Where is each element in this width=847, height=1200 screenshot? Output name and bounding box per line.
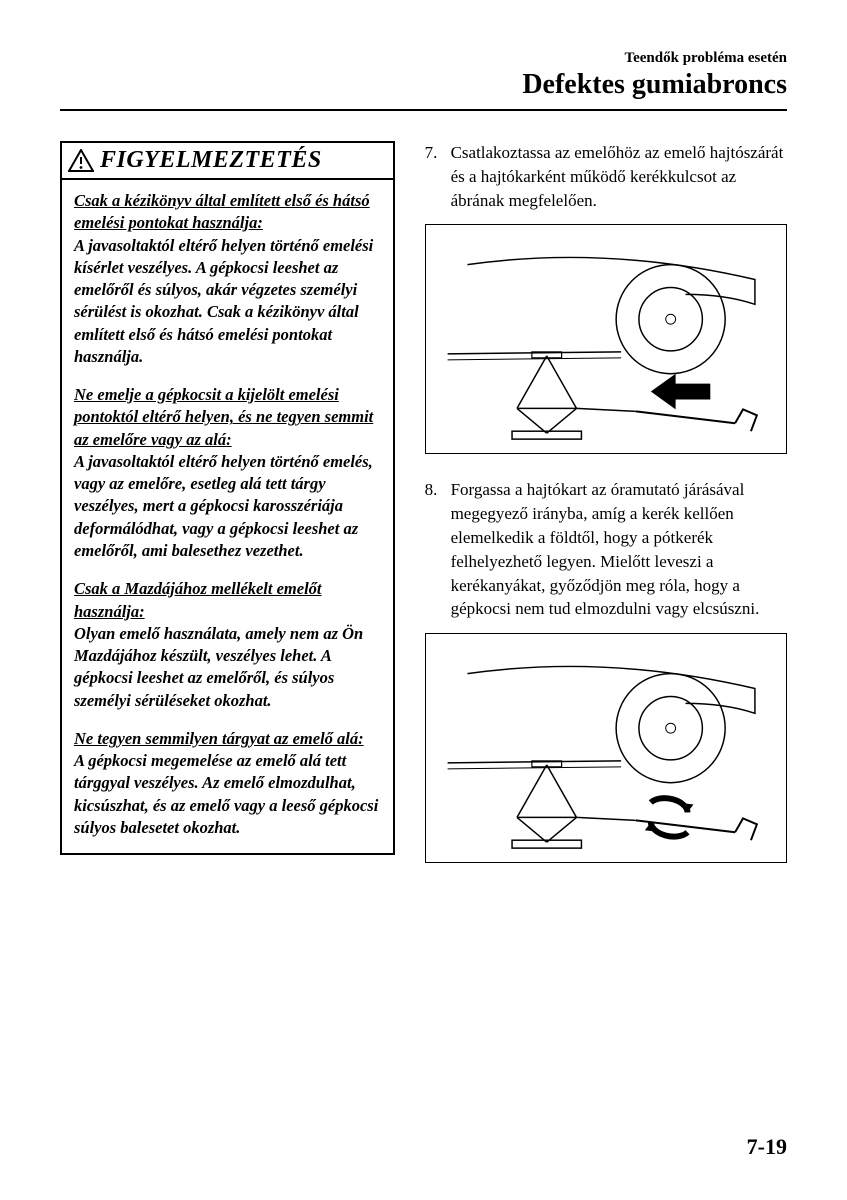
page-title: Defektes gumiabroncs — [60, 69, 787, 101]
warning-text: A javasoltaktól eltérő helyen történő em… — [74, 451, 381, 562]
step-8: 8. Forgassa a hajtókart az óramutató jár… — [425, 478, 787, 621]
figure-jack-insert — [425, 224, 787, 454]
page-header: Teendők probléma esetén Defektes gumiabr… — [60, 50, 787, 101]
warning-section: Csak a kézikönyv által említett első és … — [74, 190, 381, 368]
figure-jack-rotate — [425, 633, 787, 863]
warning-title-bar: FIGYELMEZTETÉS — [62, 143, 393, 180]
step-7: 7. Csatlakoztassa az emelőhöz az emelő h… — [425, 141, 787, 212]
warning-text: A javasoltaktól eltérő helyen történő em… — [74, 235, 381, 369]
warning-triangle-icon — [68, 149, 94, 173]
header-rule — [60, 109, 787, 111]
left-column: FIGYELMEZTETÉS Csak a kézikönyv által em… — [60, 141, 395, 887]
section-label: Teendők probléma esetén — [60, 50, 787, 67]
warning-body: Csak a kézikönyv által említett első és … — [62, 180, 393, 853]
warning-text: Olyan emelő használata, amely nem az Ön … — [74, 623, 381, 712]
step-text: Csatlakoztassa az emelőhöz az emelő hajt… — [451, 141, 787, 212]
content-columns: FIGYELMEZTETÉS Csak a kézikönyv által em… — [60, 141, 787, 887]
warning-box: FIGYELMEZTETÉS Csak a kézikönyv által em… — [60, 141, 395, 855]
right-column: 7. Csatlakoztassa az emelőhöz az emelő h… — [425, 141, 787, 887]
step-text: Forgassa a hajtókart az óramutató járásá… — [451, 478, 787, 621]
warning-heading: Csak a kézikönyv által említett első és … — [74, 190, 381, 235]
page-number: 7-19 — [747, 1134, 787, 1160]
warning-heading: Ne tegyen semmilyen tárgyat az emelő alá… — [74, 728, 381, 750]
warning-title-text: FIGYELMEZTETÉS — [100, 147, 322, 174]
warning-section: Ne tegyen semmilyen tárgyat az emelő alá… — [74, 728, 381, 839]
warning-heading: Ne emelje a gépkocsit a kijelölt emelési… — [74, 384, 381, 451]
step-number: 7. — [425, 141, 451, 212]
step-number: 8. — [425, 478, 451, 621]
warning-section: Csak a Mazdájához mellékelt emelőt haszn… — [74, 578, 381, 712]
warning-section: Ne emelje a gépkocsit a kijelölt emelési… — [74, 384, 381, 562]
warning-heading: Csak a Mazdájához mellékelt emelőt haszn… — [74, 578, 381, 623]
warning-text: A gépkocsi megemelése az emelő alá tett … — [74, 750, 381, 839]
